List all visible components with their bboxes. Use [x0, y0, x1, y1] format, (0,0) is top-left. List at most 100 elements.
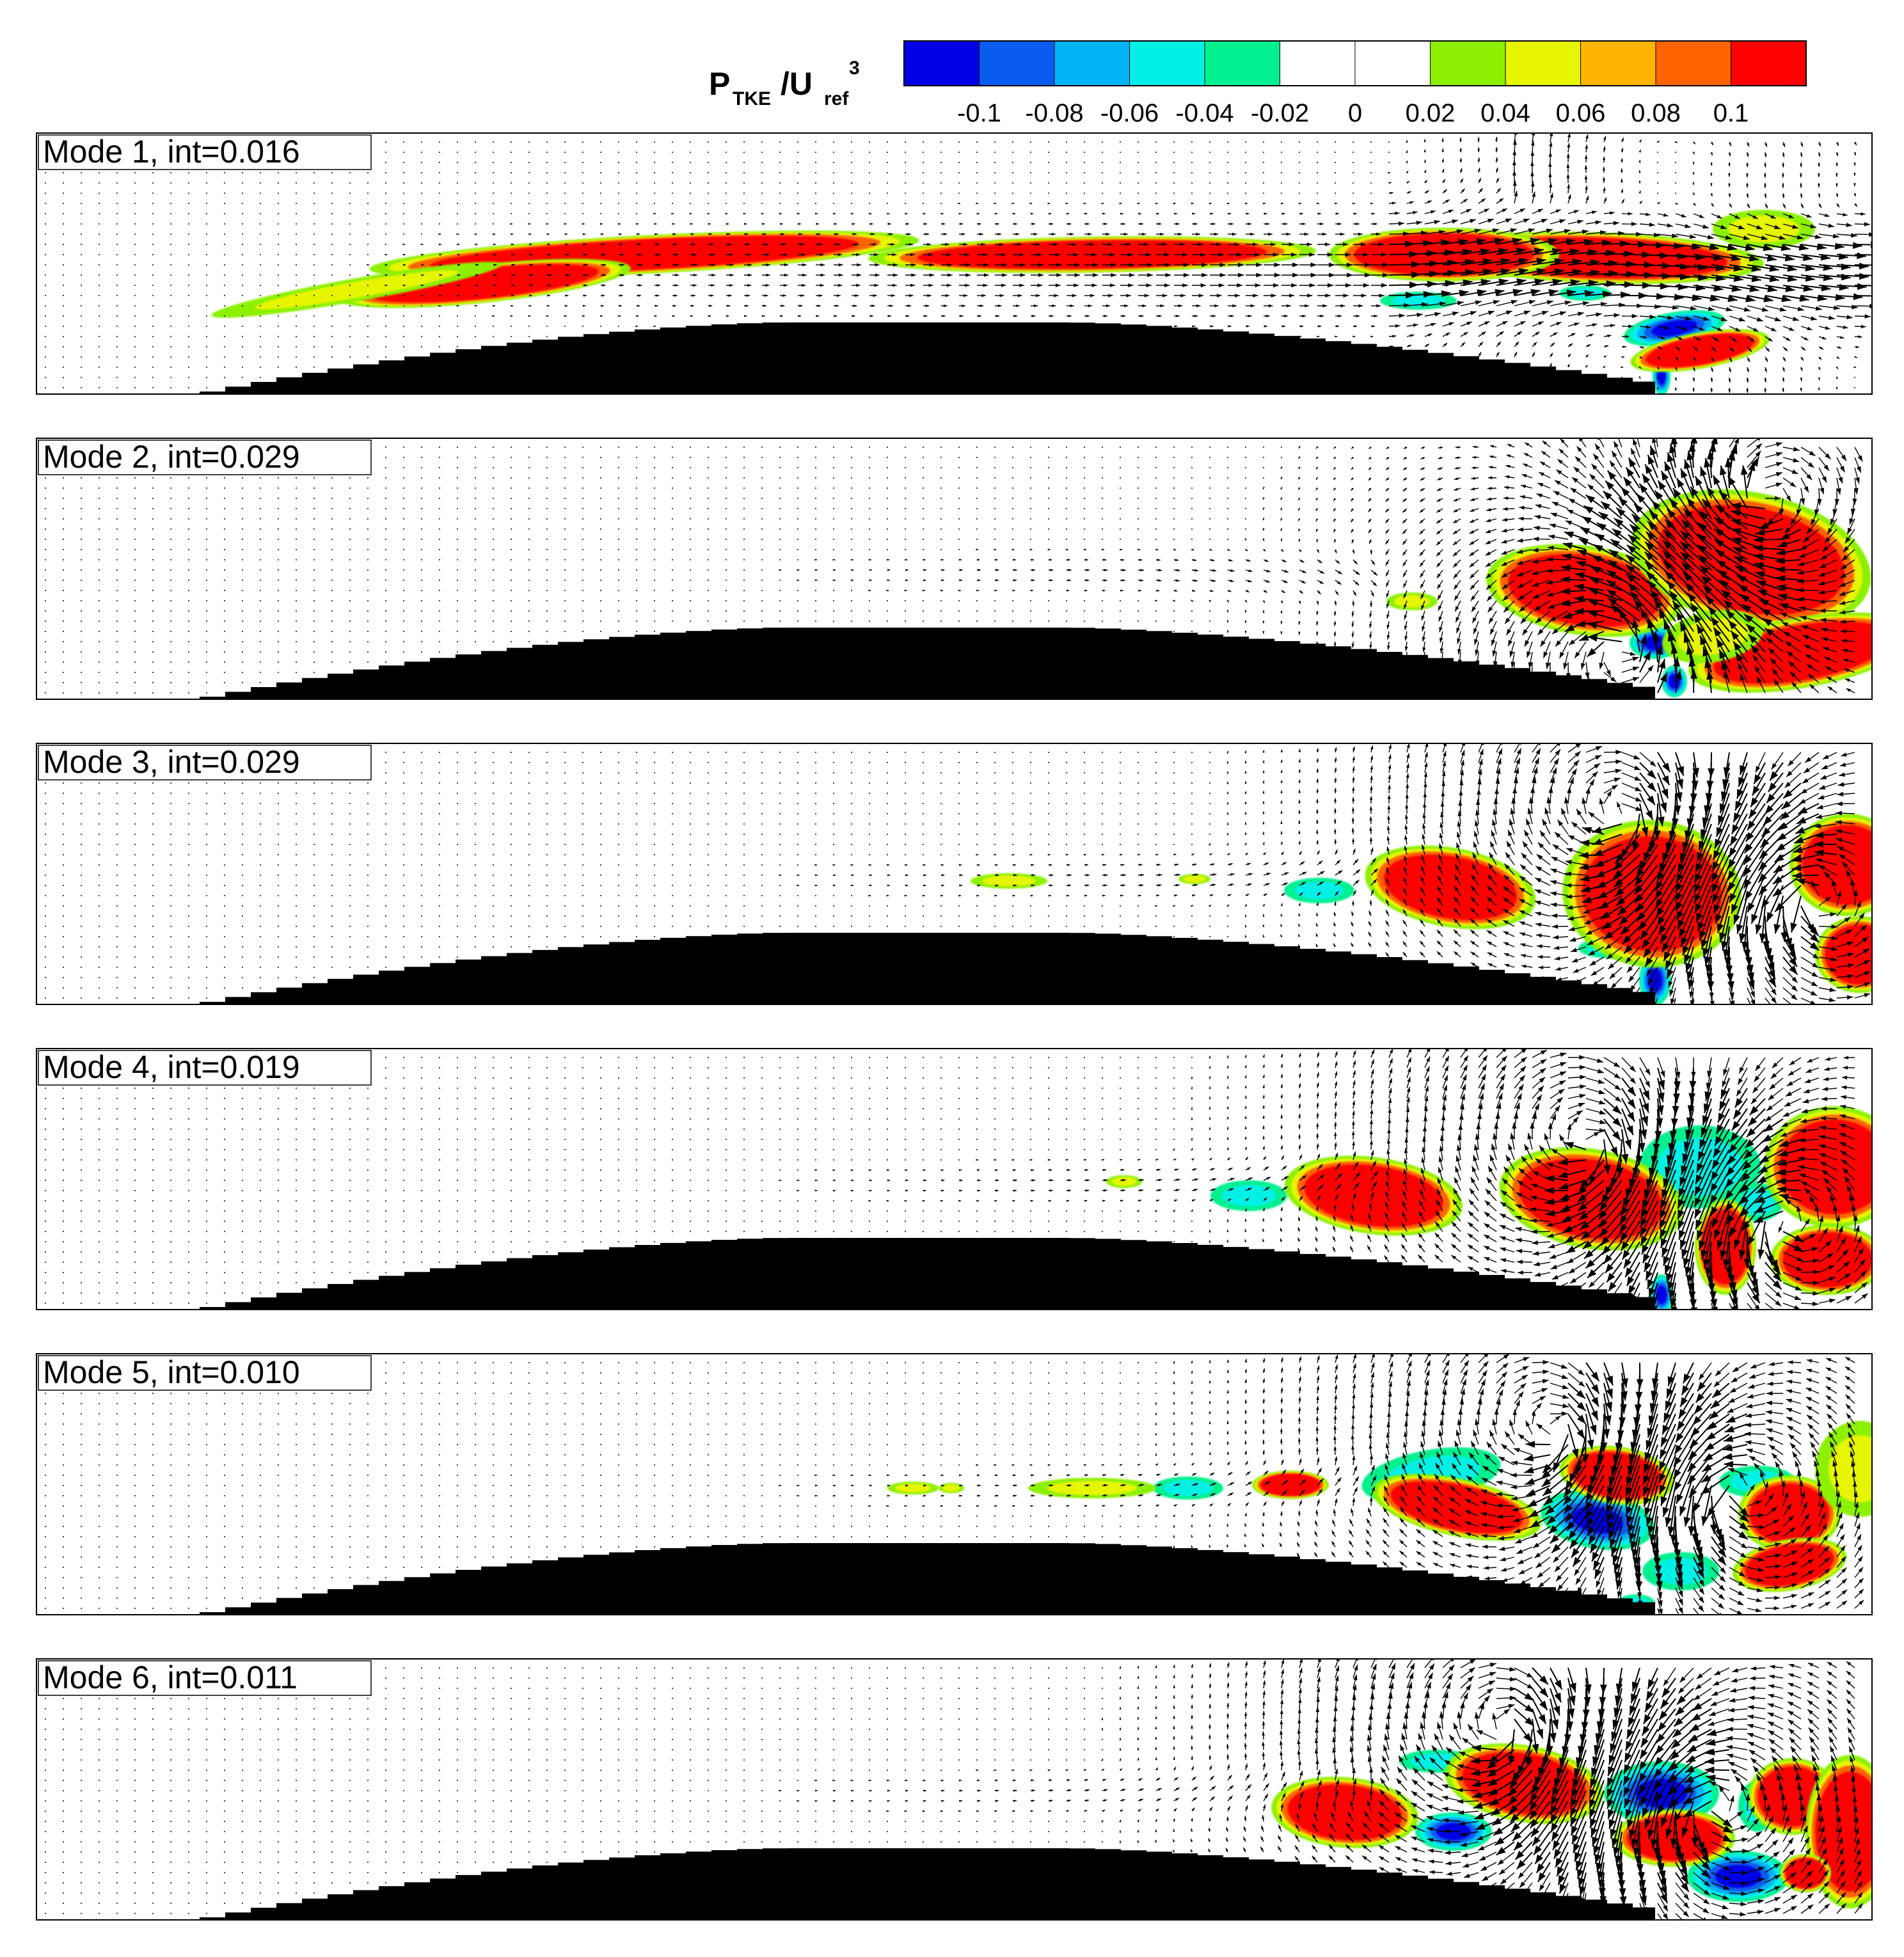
vector-dot — [170, 295, 171, 296]
vector-arrowhead — [1877, 272, 1886, 279]
vector-dot — [278, 315, 279, 317]
vector-dot — [260, 477, 261, 479]
vector-arrowhead — [1591, 463, 1598, 470]
vector-dot — [708, 162, 709, 163]
vector-dot — [134, 487, 136, 489]
vector-dot — [242, 172, 243, 173]
vector-arrowhead — [1086, 223, 1090, 225]
vector-arrowhead — [905, 212, 908, 215]
vector-arrowhead — [1853, 152, 1856, 156]
vector-arrowhead — [493, 243, 496, 246]
vector-dot — [600, 549, 601, 550]
vector-dot — [116, 234, 118, 235]
vector-dot — [743, 141, 745, 143]
vector-arrowhead — [1390, 191, 1393, 194]
vector-dot — [331, 356, 333, 358]
vector-arrowhead — [1322, 232, 1327, 236]
vector-dot — [1048, 477, 1049, 479]
vector-dot — [439, 213, 440, 214]
vector-arrowhead — [1327, 283, 1334, 288]
vector-dot — [188, 508, 189, 509]
vector-dot — [81, 203, 82, 204]
vector-arrowhead — [1383, 273, 1389, 278]
vector-dot — [81, 274, 82, 276]
vector-dot — [385, 447, 386, 448]
vector-arrowhead — [1551, 342, 1555, 346]
vector-arrowhead — [602, 284, 606, 287]
vector-arrowhead — [1086, 315, 1090, 317]
vector-arrowhead — [1676, 347, 1680, 351]
vector-dot — [797, 518, 798, 519]
vector-arrowhead — [1800, 194, 1803, 198]
vector-arrowhead — [1782, 378, 1785, 382]
vector-dot — [349, 244, 351, 245]
vector-dot — [1138, 172, 1139, 173]
vector-arrowhead — [1287, 304, 1291, 308]
vector-arrowhead — [1264, 325, 1267, 328]
vector-dot — [636, 487, 637, 489]
vector-arrowhead — [1857, 252, 1866, 260]
vector-dot — [923, 477, 924, 479]
vector-arrowhead — [528, 233, 532, 235]
vector-dot — [582, 162, 583, 163]
vector-arrowhead — [1618, 497, 1628, 507]
vector-dot — [421, 467, 422, 468]
vector-arrow — [1854, 274, 1872, 276]
vector-arrowhead — [708, 223, 711, 225]
vector-arrowhead — [964, 294, 968, 297]
vector-arrowhead — [978, 315, 981, 317]
vector-dot — [493, 508, 494, 509]
vector-dot — [1012, 152, 1013, 153]
vector-dot — [1120, 508, 1121, 509]
vector-arrowhead — [1827, 528, 1833, 535]
vector-dot — [1012, 447, 1013, 448]
vector-arrowhead — [1690, 306, 1697, 311]
vector-arrowhead — [1692, 182, 1695, 186]
vector-arrowhead — [1621, 168, 1623, 172]
vector-arrowhead — [1398, 221, 1404, 226]
vector-dot — [349, 528, 351, 530]
vector-dot — [367, 356, 369, 358]
vector-dot — [63, 326, 64, 327]
vector-dot — [475, 457, 476, 458]
vector-arrowhead — [1361, 242, 1367, 247]
vector-dot — [278, 274, 279, 276]
colorbar-tick-label: -0.1 — [957, 99, 1001, 127]
vector-dot — [672, 457, 673, 458]
vector-arrowhead — [1443, 189, 1447, 193]
vector-dot — [242, 193, 243, 194]
vector-dot — [546, 498, 548, 499]
vector-dot — [457, 223, 458, 225]
vector-arrowhead — [1419, 541, 1424, 545]
vector-dot — [511, 508, 512, 509]
vector-arrowhead — [1623, 477, 1632, 487]
vector-arrowhead — [1298, 477, 1301, 480]
vector-dot — [331, 182, 333, 184]
vector-dot — [905, 162, 906, 163]
vector-arrowhead — [1836, 356, 1839, 359]
vector-arrowhead — [1210, 212, 1214, 215]
vector-dot — [81, 234, 82, 235]
vector-dot — [690, 539, 691, 540]
vector-arrowhead — [1176, 315, 1180, 317]
vector-dot — [1191, 539, 1193, 540]
vector-arrowhead — [1793, 457, 1800, 463]
vector-dot — [45, 477, 46, 479]
vector-dot — [457, 152, 458, 153]
vector-dot — [1138, 467, 1139, 468]
vector-dot — [815, 549, 816, 550]
vector-arrowhead — [1485, 551, 1491, 556]
vector-arrowhead — [1300, 212, 1303, 215]
vector-dot — [63, 315, 64, 317]
vector-arrowhead — [402, 284, 406, 287]
vector-arrowhead — [1436, 498, 1441, 502]
vector-dot — [260, 528, 261, 530]
vector-arrowhead — [691, 305, 694, 307]
vector-arrowhead — [1530, 289, 1541, 296]
vector-dot — [421, 539, 422, 540]
vector-dot — [1138, 182, 1139, 184]
vector-arrowhead — [457, 264, 461, 266]
vector-arrowhead — [817, 305, 821, 307]
vector-dot — [1120, 467, 1121, 468]
vector-dot — [958, 457, 960, 458]
